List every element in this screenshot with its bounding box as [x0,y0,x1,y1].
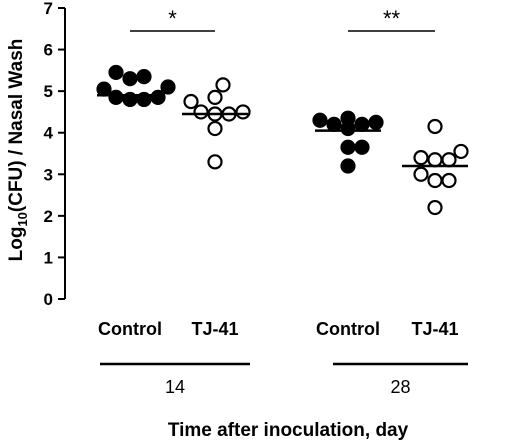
y-axis-title-rest: (CFU) / Nasal Wash [6,39,27,213]
y-tick-label: 5 [44,82,53,101]
category-label: TJ-41 [411,319,458,339]
data-point-open [441,172,457,189]
data-point-open [183,93,199,110]
significance-label: ** [383,6,401,31]
group-labels: 14 28 [100,362,468,397]
significance-label: * [168,6,177,31]
y-tick-label: 3 [44,165,53,184]
data-point-filled [354,116,370,133]
data-point-filled [160,79,176,95]
y-tick-label: 4 [44,124,54,143]
category-label: TJ-41 [191,319,238,339]
data-point-open [235,104,251,120]
y-tick-label: 2 [44,207,53,226]
data-point-filled [326,116,342,133]
data-point-filled [136,68,152,85]
y-tick-label: 7 [44,0,53,18]
data-point-filled [122,71,138,87]
data-points [96,64,469,216]
data-point-open [215,77,231,93]
data-point-filled [368,114,384,130]
data-point-open [427,152,443,168]
data-point-filled [150,89,166,105]
x-axis-title: Time after inoculation, day [168,420,409,441]
category-label: Control [98,319,162,339]
data-point-open [207,120,223,137]
data-point-open [441,152,457,168]
data-point-open [427,199,443,216]
data-point-open [207,154,223,170]
data-point-filled [340,158,356,174]
data-point-filled [312,112,328,128]
y-tick-label: 6 [44,41,53,60]
data-point-open [453,143,469,160]
data-point-open [193,104,209,120]
y-axis-title: Log10(CFU) / Nasal Wash [6,39,30,262]
group-label: 14 [165,377,185,397]
y-axis-title-subscript: 10 [15,212,30,226]
category-label: Control [316,319,380,339]
category-labels: Control TJ-41 Control TJ-41 [98,319,459,339]
group-label: 28 [390,377,410,397]
significance-markers: * ** [130,6,435,32]
data-point-filled [354,139,370,155]
data-point-open [427,172,443,189]
y-axis: 0 1 2 3 4 5 6 7 [44,0,66,309]
data-point-open [413,150,429,166]
y-axis-title-main: Log [6,227,27,262]
data-point-filled [96,81,112,97]
data-point-filled [108,89,124,105]
data-point-open [207,89,223,105]
data-point-open [427,118,443,135]
data-point-open [413,166,429,182]
data-point-filled [340,110,356,126]
data-point-filled [340,139,356,155]
y-tick-label: 1 [44,248,53,267]
y-tick-label: 0 [44,290,53,309]
data-point-filled [108,64,124,81]
